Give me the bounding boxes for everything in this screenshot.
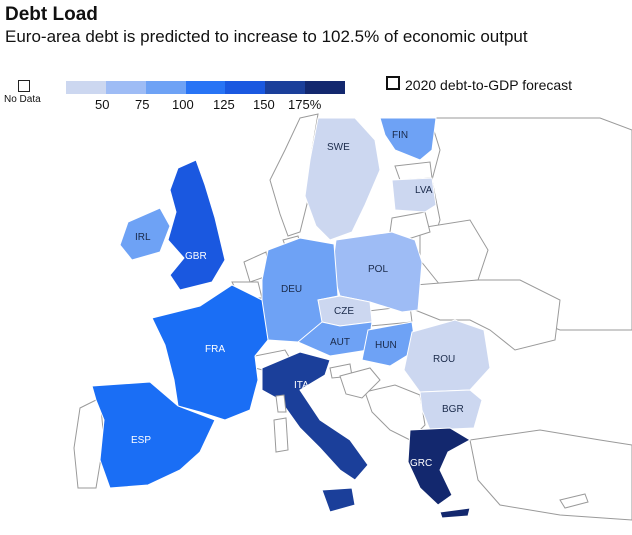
country-esp [91,381,216,489]
country-ita [261,351,369,513]
label-pol: POL [368,264,388,275]
scale-segment-4 [225,81,266,94]
scale-tick-100: 100 [172,97,194,112]
scale-tick-175: 175% [288,97,322,112]
label-fra: FRA [205,344,225,355]
label-swe: SWE [327,142,350,153]
country-ltu [389,211,431,241]
label-ita: ITA [294,380,309,391]
scale-segment-0 [66,81,106,94]
label-hun: HUN [375,340,397,351]
scale-segment-3 [185,81,226,94]
scale-segment-2 [145,81,186,94]
label-esp: ESP [131,435,151,446]
scale-segment-1 [105,81,146,94]
label-bgr: BGR [442,404,464,415]
country-hun [361,321,417,367]
country-rou [403,319,491,393]
country-swe [304,117,381,241]
country-grc [407,427,472,519]
country-hrv [339,367,381,399]
no-data-countries [73,113,632,521]
country-fra [151,284,269,421]
no-data-label: No Data [4,94,41,105]
scale-tick-75: 75 [135,97,150,112]
island-cyprus [559,493,589,509]
label-cze: CZE [334,306,354,317]
scale-tick-150: 150 [253,97,275,112]
scale-segment-5 [265,81,306,94]
label-gbr: GBR [185,251,207,262]
scale-tick-125: 125 [213,97,235,112]
label-deu: DEU [281,284,302,295]
country-ukr [414,279,561,351]
island-sardinia [273,417,289,453]
label-fin: FIN [392,130,408,141]
color-scale [66,81,346,94]
country-tur [469,429,632,521]
chart-title: Debt Load [5,4,98,25]
scale-segment-6 [305,81,346,94]
no-data-swatch [18,80,30,92]
label-irl: IRL [135,232,151,243]
country-prt [73,397,105,489]
country-irl [119,207,171,261]
island-corsica [275,394,287,413]
country-fin [379,117,437,161]
label-rou: ROU [433,354,455,365]
country-gbr [167,159,226,291]
label-aut: AUT [330,337,350,348]
country-bgr [419,389,483,431]
label-lva: LVA [415,185,433,196]
country-est [394,161,433,181]
country-aut [297,321,373,357]
forecast-label: 2020 debt-to-GDP forecast [405,77,573,93]
country-lva [391,177,437,213]
chart-subtitle: Euro-area debt is predicted to increase … [5,27,528,46]
europe-map: FIN SWE LVA IRL GBR POL DEU CZE AUT HUN … [73,113,632,521]
forecast-swatch [386,76,400,90]
label-grc: GRC [410,458,432,469]
scale-tick-50: 50 [95,97,110,112]
